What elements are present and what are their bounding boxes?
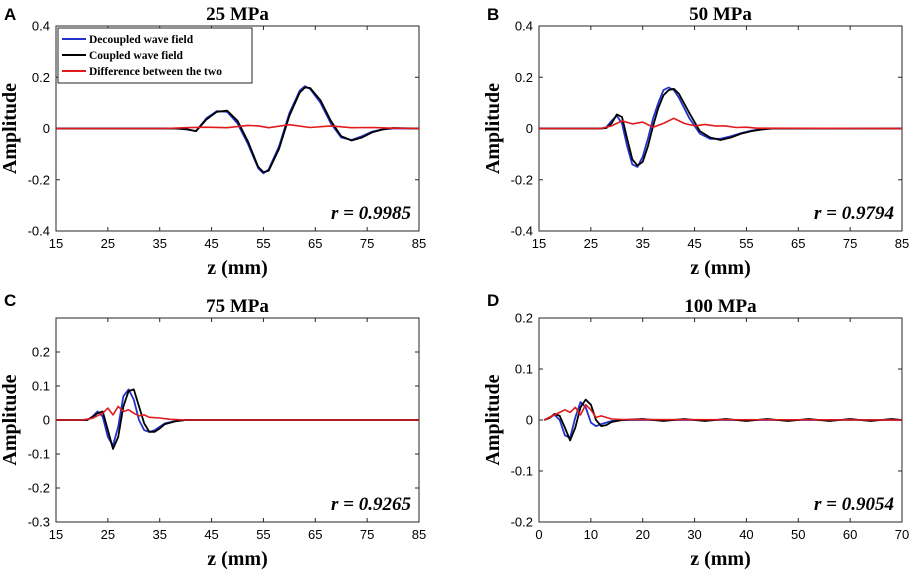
- coupled-wave-line: [56, 86, 420, 174]
- difference-line: [56, 405, 419, 421]
- y-tick-label: -0.1: [511, 464, 533, 479]
- chart-title: 50 MPa: [689, 4, 752, 25]
- y-axis-label: Amplitude: [482, 374, 504, 465]
- x-axis-label: z (mm): [690, 548, 751, 570]
- correlation-annotation: r = 0.9054: [814, 494, 894, 515]
- x-tick-label: 75: [360, 236, 374, 251]
- y-tick-label: -0.2: [28, 481, 50, 496]
- x-tick-label: 75: [843, 236, 857, 251]
- y-tick-label: -0.4: [511, 224, 533, 239]
- y-tick-label: -0.2: [511, 172, 533, 187]
- legend: Decoupled wave field Coupled wave field Di…: [57, 27, 253, 84]
- legend-entry: Coupled wave field: [89, 50, 184, 62]
- x-tick-label: 85: [412, 236, 426, 251]
- y-axis-label: Amplitude: [482, 83, 504, 174]
- x-tick-label: 65: [308, 236, 322, 251]
- y-tick-label: 0.2: [515, 311, 533, 326]
- decoupled-wave-line: [543, 401, 902, 439]
- y-tick-label: 0: [43, 121, 50, 136]
- x-tick-label: 15: [49, 236, 63, 251]
- x-tick-label: 60: [843, 527, 857, 542]
- panel-label: B: [487, 5, 499, 24]
- x-tick-label: 35: [635, 236, 649, 251]
- difference-line: [543, 403, 903, 421]
- legend-entry: Decoupled wave field: [89, 34, 194, 46]
- x-axis-label: z (mm): [690, 257, 751, 279]
- x-tick-label: 25: [101, 236, 115, 251]
- legend-entry: Difference between the two: [89, 66, 222, 78]
- coupled-wave-line: [56, 388, 419, 450]
- x-tick-label: 70: [895, 527, 909, 542]
- panel-label: C: [4, 291, 16, 310]
- y-tick-label: -0.1: [28, 447, 50, 462]
- x-tick-label: 45: [687, 236, 701, 251]
- y-tick-label: 0.4: [32, 19, 50, 34]
- y-tick-label: 0.1: [515, 362, 533, 377]
- y-tick-label: -0.2: [28, 172, 50, 187]
- correlation-annotation: r = 0.9985: [331, 203, 411, 224]
- x-tick-label: 30: [687, 527, 701, 542]
- chart-panel-c: C 75 MPa 15 25 35 45 55 65 75 85 -0.3 -0.2 -0.1 0 0.1 0…: [0, 291, 426, 570]
- x-tick-label: 75: [360, 527, 374, 542]
- x-tick-label: 15: [49, 527, 63, 542]
- x-tick-label: 55: [739, 236, 753, 251]
- y-axis-label: Amplitude: [0, 374, 21, 465]
- y-tick-label: -0.4: [28, 224, 50, 239]
- x-tick-label: 65: [308, 527, 322, 542]
- correlation-annotation: r = 0.9265: [331, 494, 411, 515]
- x-tick-label: 10: [584, 527, 598, 542]
- x-tick-label: 50: [791, 527, 805, 542]
- difference-line: [56, 123, 420, 130]
- chart-panel-b: B 50 MPa 15 25 35 45 55 65 75 85 -0.4 -0.2 0 0.2 0.4 z …: [482, 4, 909, 279]
- x-axis-label: z (mm): [207, 257, 268, 279]
- x-tick-label: 85: [412, 527, 426, 542]
- chart-title: 25 MPa: [206, 4, 269, 25]
- x-tick-label: 65: [791, 236, 805, 251]
- legend-box: [57, 27, 253, 84]
- panel-label: A: [4, 5, 16, 24]
- x-axis-label: z (mm): [207, 548, 268, 570]
- chart-title: 100 MPa: [684, 296, 757, 317]
- y-tick-label: 0.2: [515, 70, 533, 85]
- y-tick-label: 0.2: [32, 70, 50, 85]
- x-tick-label: 25: [584, 236, 598, 251]
- x-tick-label: 0: [535, 527, 542, 542]
- correlation-annotation: r = 0.9794: [814, 203, 894, 224]
- y-tick-label: -0.2: [511, 515, 533, 530]
- y-tick-label: -0.3: [28, 515, 50, 530]
- y-tick-label: 0.4: [515, 19, 533, 34]
- coupled-wave-line: [539, 87, 902, 167]
- x-tick-label: 35: [152, 527, 166, 542]
- x-tick-label: 35: [152, 236, 166, 251]
- chart-panel-d: D 100 MPa 0 10 20 30 40 50 60 70 -0.2 -0.1 0 0.1 0.2 z …: [482, 291, 909, 570]
- panel-label: D: [487, 291, 499, 310]
- x-tick-label: 55: [256, 527, 270, 542]
- y-tick-label: 0: [526, 121, 533, 136]
- x-tick-label: 45: [204, 236, 218, 251]
- y-tick-label: 0: [526, 413, 533, 428]
- x-tick-label: 40: [739, 527, 753, 542]
- chart-panel-a: A 25 MPa 15 25 35 45 55 65 75 85 -0.4 -0.2 0 0.2 0.4 z …: [0, 4, 426, 279]
- y-tick-label: 0.2: [32, 345, 50, 360]
- x-tick-label: 85: [895, 236, 909, 251]
- x-tick-label: 20: [635, 527, 649, 542]
- x-tick-label: 15: [532, 236, 546, 251]
- y-axis-label: Amplitude: [0, 83, 21, 174]
- x-tick-label: 45: [204, 527, 218, 542]
- y-tick-label: 0: [43, 413, 50, 428]
- y-tick-label: 0.1: [32, 379, 50, 394]
- chart-title: 75 MPa: [206, 296, 269, 317]
- difference-line: [539, 117, 903, 130]
- x-tick-label: 25: [101, 527, 115, 542]
- x-tick-label: 55: [256, 236, 270, 251]
